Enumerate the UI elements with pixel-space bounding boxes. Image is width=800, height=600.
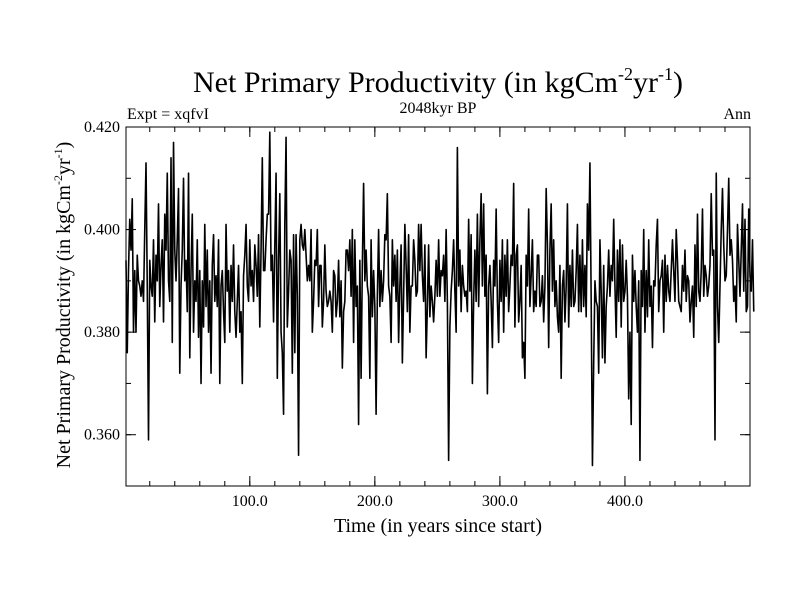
y-tick-label: 0.360: [84, 427, 120, 444]
x-tick-label: 200.0: [357, 493, 393, 510]
y-tick-label: 0.380: [84, 324, 120, 341]
y-tick-label: 0.400: [84, 222, 120, 239]
y-tick-label: 0.420: [84, 119, 120, 136]
npp-series-line: [125, 131, 755, 467]
x-tick-label: 400.0: [607, 493, 643, 510]
period-label: 2048kyr BP: [400, 100, 477, 117]
axis-ticks: 0.360 0.380 0.400 0.420 100.0 200.0 300.0 400.0: [84, 119, 751, 510]
y-axis-label: Net Primary Productivity (in kgCm-2yr-1): [51, 142, 75, 469]
chart-title: Net Primary Productivity (in kgCm-2yr-1): [193, 64, 683, 99]
x-tick-label: 300.0: [482, 493, 518, 510]
season-label: Ann: [723, 106, 751, 123]
experiment-label: Expt = xqfvI: [127, 106, 209, 123]
x-tick-label: 100.0: [232, 493, 268, 510]
x-axis-label: Time (in years since start): [334, 515, 542, 537]
